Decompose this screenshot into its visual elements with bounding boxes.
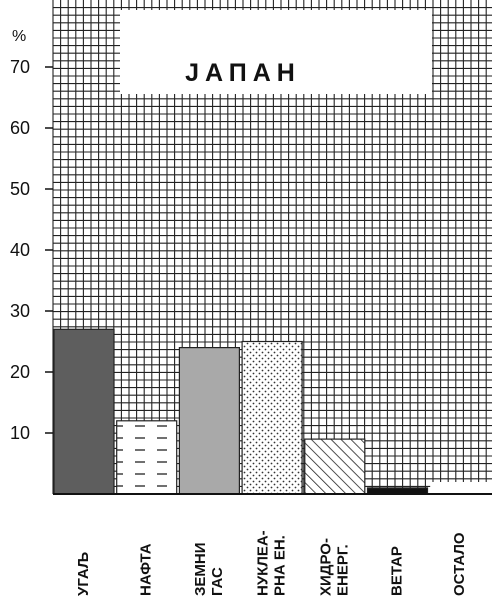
y-tick-label: 50 [10, 179, 30, 199]
y-tick-label: 40 [10, 240, 30, 260]
category-label: НУКЛЕА- [255, 530, 272, 596]
category-label: РНА ЕН. [272, 535, 289, 596]
y-tick-label: 30 [10, 301, 30, 321]
bars [53, 328, 492, 495]
category-label: ЗЕМНИ [192, 542, 209, 596]
y-tick-label: 10 [10, 423, 30, 443]
bar-3 [241, 340, 303, 495]
bar-4 [304, 438, 366, 495]
category-label: ЕНЕРГ. [334, 544, 351, 596]
category-labels: УГАЉ НАФТА ЗЕМНИ ГАС НУКЛЕА- РНА ЕН. ХИДРО- ЕНЕ… [75, 530, 468, 596]
y-tick-label: 20 [10, 362, 30, 382]
category-label: НАФТА [138, 543, 155, 596]
bar-2 [178, 347, 240, 495]
category-label: ВЕТАР [389, 546, 406, 596]
bar-0 [53, 328, 115, 495]
category-label: ОСТАЛО [451, 532, 468, 596]
y-axis-ticks: 10 20 30 40 50 60 70 [10, 57, 53, 443]
y-tick-label: 60 [10, 118, 30, 138]
bar-6-base [430, 482, 492, 494]
bar-1 [116, 420, 178, 495]
category-label: УГАЉ [75, 552, 92, 596]
category-label: ХИДРО- [317, 538, 334, 596]
title-box: ЈАПАН [120, 10, 432, 94]
chart-title: ЈАПАН [185, 59, 301, 87]
category-label: ГАС [209, 567, 226, 596]
y-tick-label: 70 [10, 57, 30, 77]
y-unit-label: % [12, 28, 26, 45]
